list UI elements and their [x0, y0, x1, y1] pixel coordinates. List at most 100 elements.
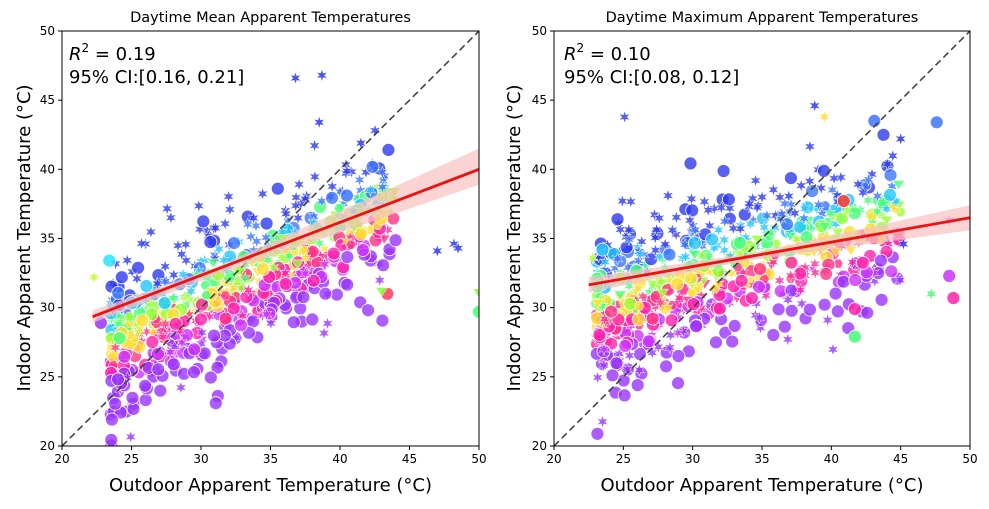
scatter-point	[623, 232, 636, 247]
scatter-point	[209, 220, 222, 235]
scatter-point	[375, 313, 390, 328]
scatter-point	[817, 297, 832, 312]
scatter-point	[686, 297, 701, 312]
scatter-point	[123, 311, 135, 322]
scatter-point	[203, 235, 218, 249]
scatter-point	[818, 109, 831, 124]
scatter-point	[942, 268, 957, 283]
scatter-point	[613, 290, 627, 301]
scatter-point	[884, 264, 899, 279]
scatter-point	[222, 189, 235, 204]
scatter-point	[848, 302, 862, 317]
scatter-point	[671, 349, 686, 363]
scatter-point	[752, 279, 766, 294]
scatter-point	[705, 232, 719, 247]
scatter-point	[138, 393, 153, 408]
scatter-point	[195, 325, 209, 340]
scatter-point	[795, 296, 808, 311]
y-tick-label: 20	[40, 439, 55, 453]
y-tick-label: 40	[40, 162, 55, 176]
scatter-point	[781, 292, 795, 307]
scatter-point	[431, 244, 444, 258]
scatter-point	[649, 243, 662, 258]
scatter-point	[755, 190, 769, 205]
scatter-point	[715, 200, 728, 215]
scatter-point	[784, 268, 797, 283]
scatter-point	[472, 304, 479, 319]
scatter-point	[365, 159, 380, 174]
scatter-point	[718, 214, 731, 229]
scatter-point	[354, 136, 367, 151]
scatter-point	[784, 283, 799, 298]
scatter-point	[624, 194, 637, 209]
y-tick-label: 40	[532, 162, 547, 176]
scatter-point	[727, 318, 742, 333]
scatter-point	[144, 224, 158, 239]
scatter-point	[712, 276, 725, 291]
x-tick-label: 20	[54, 452, 69, 466]
scatter-point	[270, 181, 285, 196]
y-tick-label: 30	[532, 301, 547, 315]
scatter-point	[361, 303, 376, 318]
scatter-point	[894, 131, 907, 146]
x-tick-label: 30	[685, 452, 700, 466]
scatter-point	[595, 242, 610, 257]
y-tick-label: 25	[40, 370, 55, 384]
scatter-point	[605, 368, 620, 383]
x-tick-label: 25	[616, 452, 631, 466]
scatter-point	[207, 328, 221, 343]
scatter-point	[683, 271, 698, 286]
panel-max: Daytime Maximum Apparent Temperatures 20…	[504, 10, 978, 496]
scatter-point	[340, 250, 355, 264]
chart-title: Daytime Mean Apparent Temperatures	[130, 10, 411, 26]
identity-line	[554, 31, 970, 446]
scatter-point	[619, 240, 634, 255]
scatter-point	[111, 285, 126, 300]
scatter-point	[653, 211, 666, 226]
scatter-point	[758, 220, 771, 235]
scatter-point	[844, 246, 858, 256]
scatter-point	[609, 356, 624, 371]
scatter-point	[631, 281, 644, 296]
scatter-point	[760, 208, 774, 223]
scatter-point	[597, 342, 611, 357]
scatter-point	[659, 359, 673, 374]
scatter-point	[299, 266, 312, 281]
scatter-point	[649, 230, 662, 245]
scatter-point	[775, 207, 789, 222]
scatter-point	[679, 249, 692, 264]
scatter-point	[218, 216, 232, 231]
scatter-point	[836, 194, 851, 209]
scatter-point	[117, 349, 132, 364]
scatter-point	[592, 327, 607, 342]
scatter-point	[871, 189, 884, 204]
panel-mean: Daytime Mean Apparent Temperatures 20 25 3…	[14, 10, 487, 496]
scatter-point	[318, 286, 333, 301]
scatter-point	[767, 254, 780, 269]
scatter-point	[235, 280, 248, 295]
scatter-point	[688, 236, 702, 251]
scatter-point	[210, 360, 225, 375]
scatter-point	[219, 290, 231, 301]
scatter-point	[753, 262, 767, 277]
scatter-point	[860, 305, 875, 320]
r2-symbol: R	[69, 44, 82, 65]
scatter-point	[325, 190, 339, 205]
scatter-point	[138, 378, 153, 393]
scatter-point	[716, 164, 731, 178]
scatter-point	[856, 185, 870, 200]
scatter-point	[712, 222, 725, 237]
scatter-point	[591, 370, 604, 385]
scatter-point	[194, 312, 208, 327]
scatter-point	[617, 388, 632, 403]
scatter-point	[111, 372, 125, 387]
scatter-point	[166, 357, 181, 372]
scatter-point	[208, 396, 223, 411]
scatter-point	[218, 311, 233, 326]
scatter-point	[153, 383, 168, 398]
scatter-point	[852, 177, 865, 192]
scatter-point	[661, 188, 675, 203]
scatter-point	[861, 193, 875, 208]
scatter-point	[278, 276, 293, 291]
